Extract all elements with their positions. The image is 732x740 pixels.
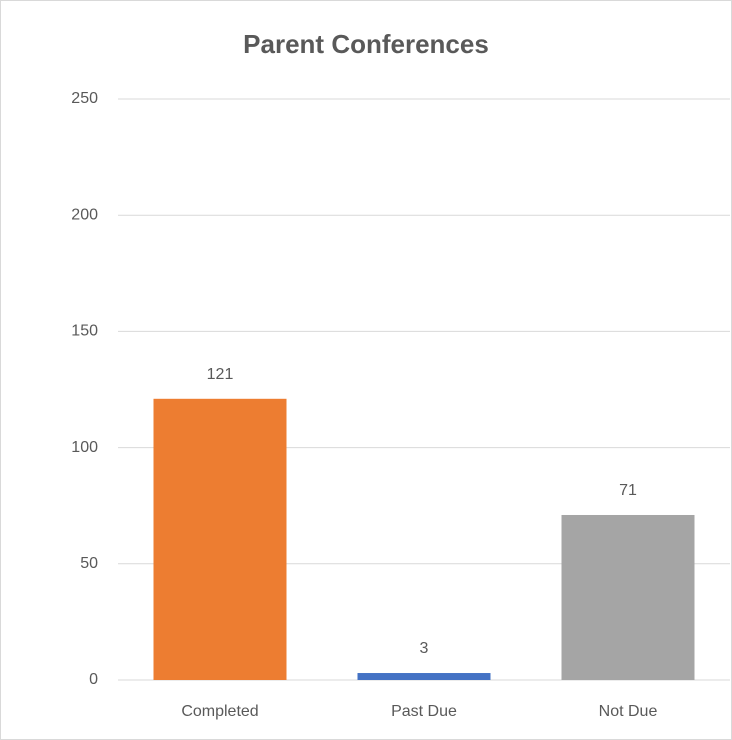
x-tick-label: Completed	[181, 703, 258, 720]
data-label: 121	[207, 366, 234, 383]
chart-title: Parent Conferences	[243, 29, 489, 59]
bar	[357, 673, 491, 680]
bar	[561, 514, 695, 680]
y-tick-label: 100	[71, 439, 98, 456]
y-tick-label: 0	[89, 671, 98, 688]
data-label: 71	[619, 482, 637, 499]
y-tick-label: 250	[71, 90, 98, 107]
data-label: 3	[420, 640, 429, 657]
x-tick-label: Not Due	[599, 703, 658, 720]
bar	[153, 398, 287, 680]
y-tick-label: 150	[71, 323, 98, 340]
y-tick-label: 50	[80, 555, 98, 572]
x-tick-label: Past Due	[391, 703, 457, 720]
y-tick-label: 200	[71, 206, 98, 223]
